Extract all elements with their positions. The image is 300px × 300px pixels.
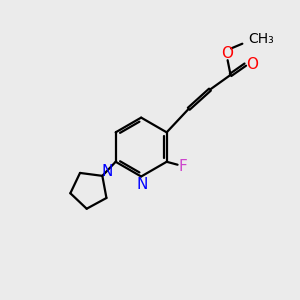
Text: O: O (246, 56, 258, 71)
Text: N: N (137, 177, 148, 192)
Text: CH₃: CH₃ (248, 32, 274, 46)
Text: O: O (222, 46, 234, 61)
Text: F: F (178, 159, 187, 174)
Text: N: N (101, 164, 112, 179)
